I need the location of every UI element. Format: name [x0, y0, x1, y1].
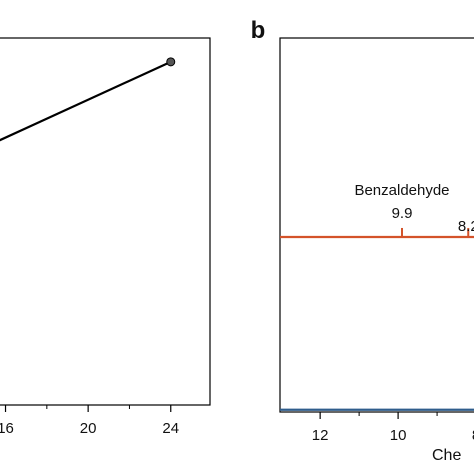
- series-name: Benzaldehyde: [354, 182, 449, 199]
- plot-frame: [0, 37, 211, 406]
- panel-label: b: [251, 17, 266, 44]
- data-point: [166, 57, 176, 67]
- data-line: [0, 60, 172, 142]
- x-tick-label: 8: [472, 427, 474, 444]
- x-tick-label: 20: [80, 420, 97, 437]
- x-tick-label: 24: [162, 420, 179, 437]
- x-tick-label: 16: [0, 420, 14, 437]
- x-tick-label: 10: [390, 427, 407, 444]
- x-tick-label: 12: [312, 427, 329, 444]
- plot-frame: [279, 37, 474, 413]
- x-axis-label: Che: [432, 447, 461, 464]
- peak-label: 8.2: [458, 218, 474, 235]
- peak-label: 9.9: [392, 205, 413, 222]
